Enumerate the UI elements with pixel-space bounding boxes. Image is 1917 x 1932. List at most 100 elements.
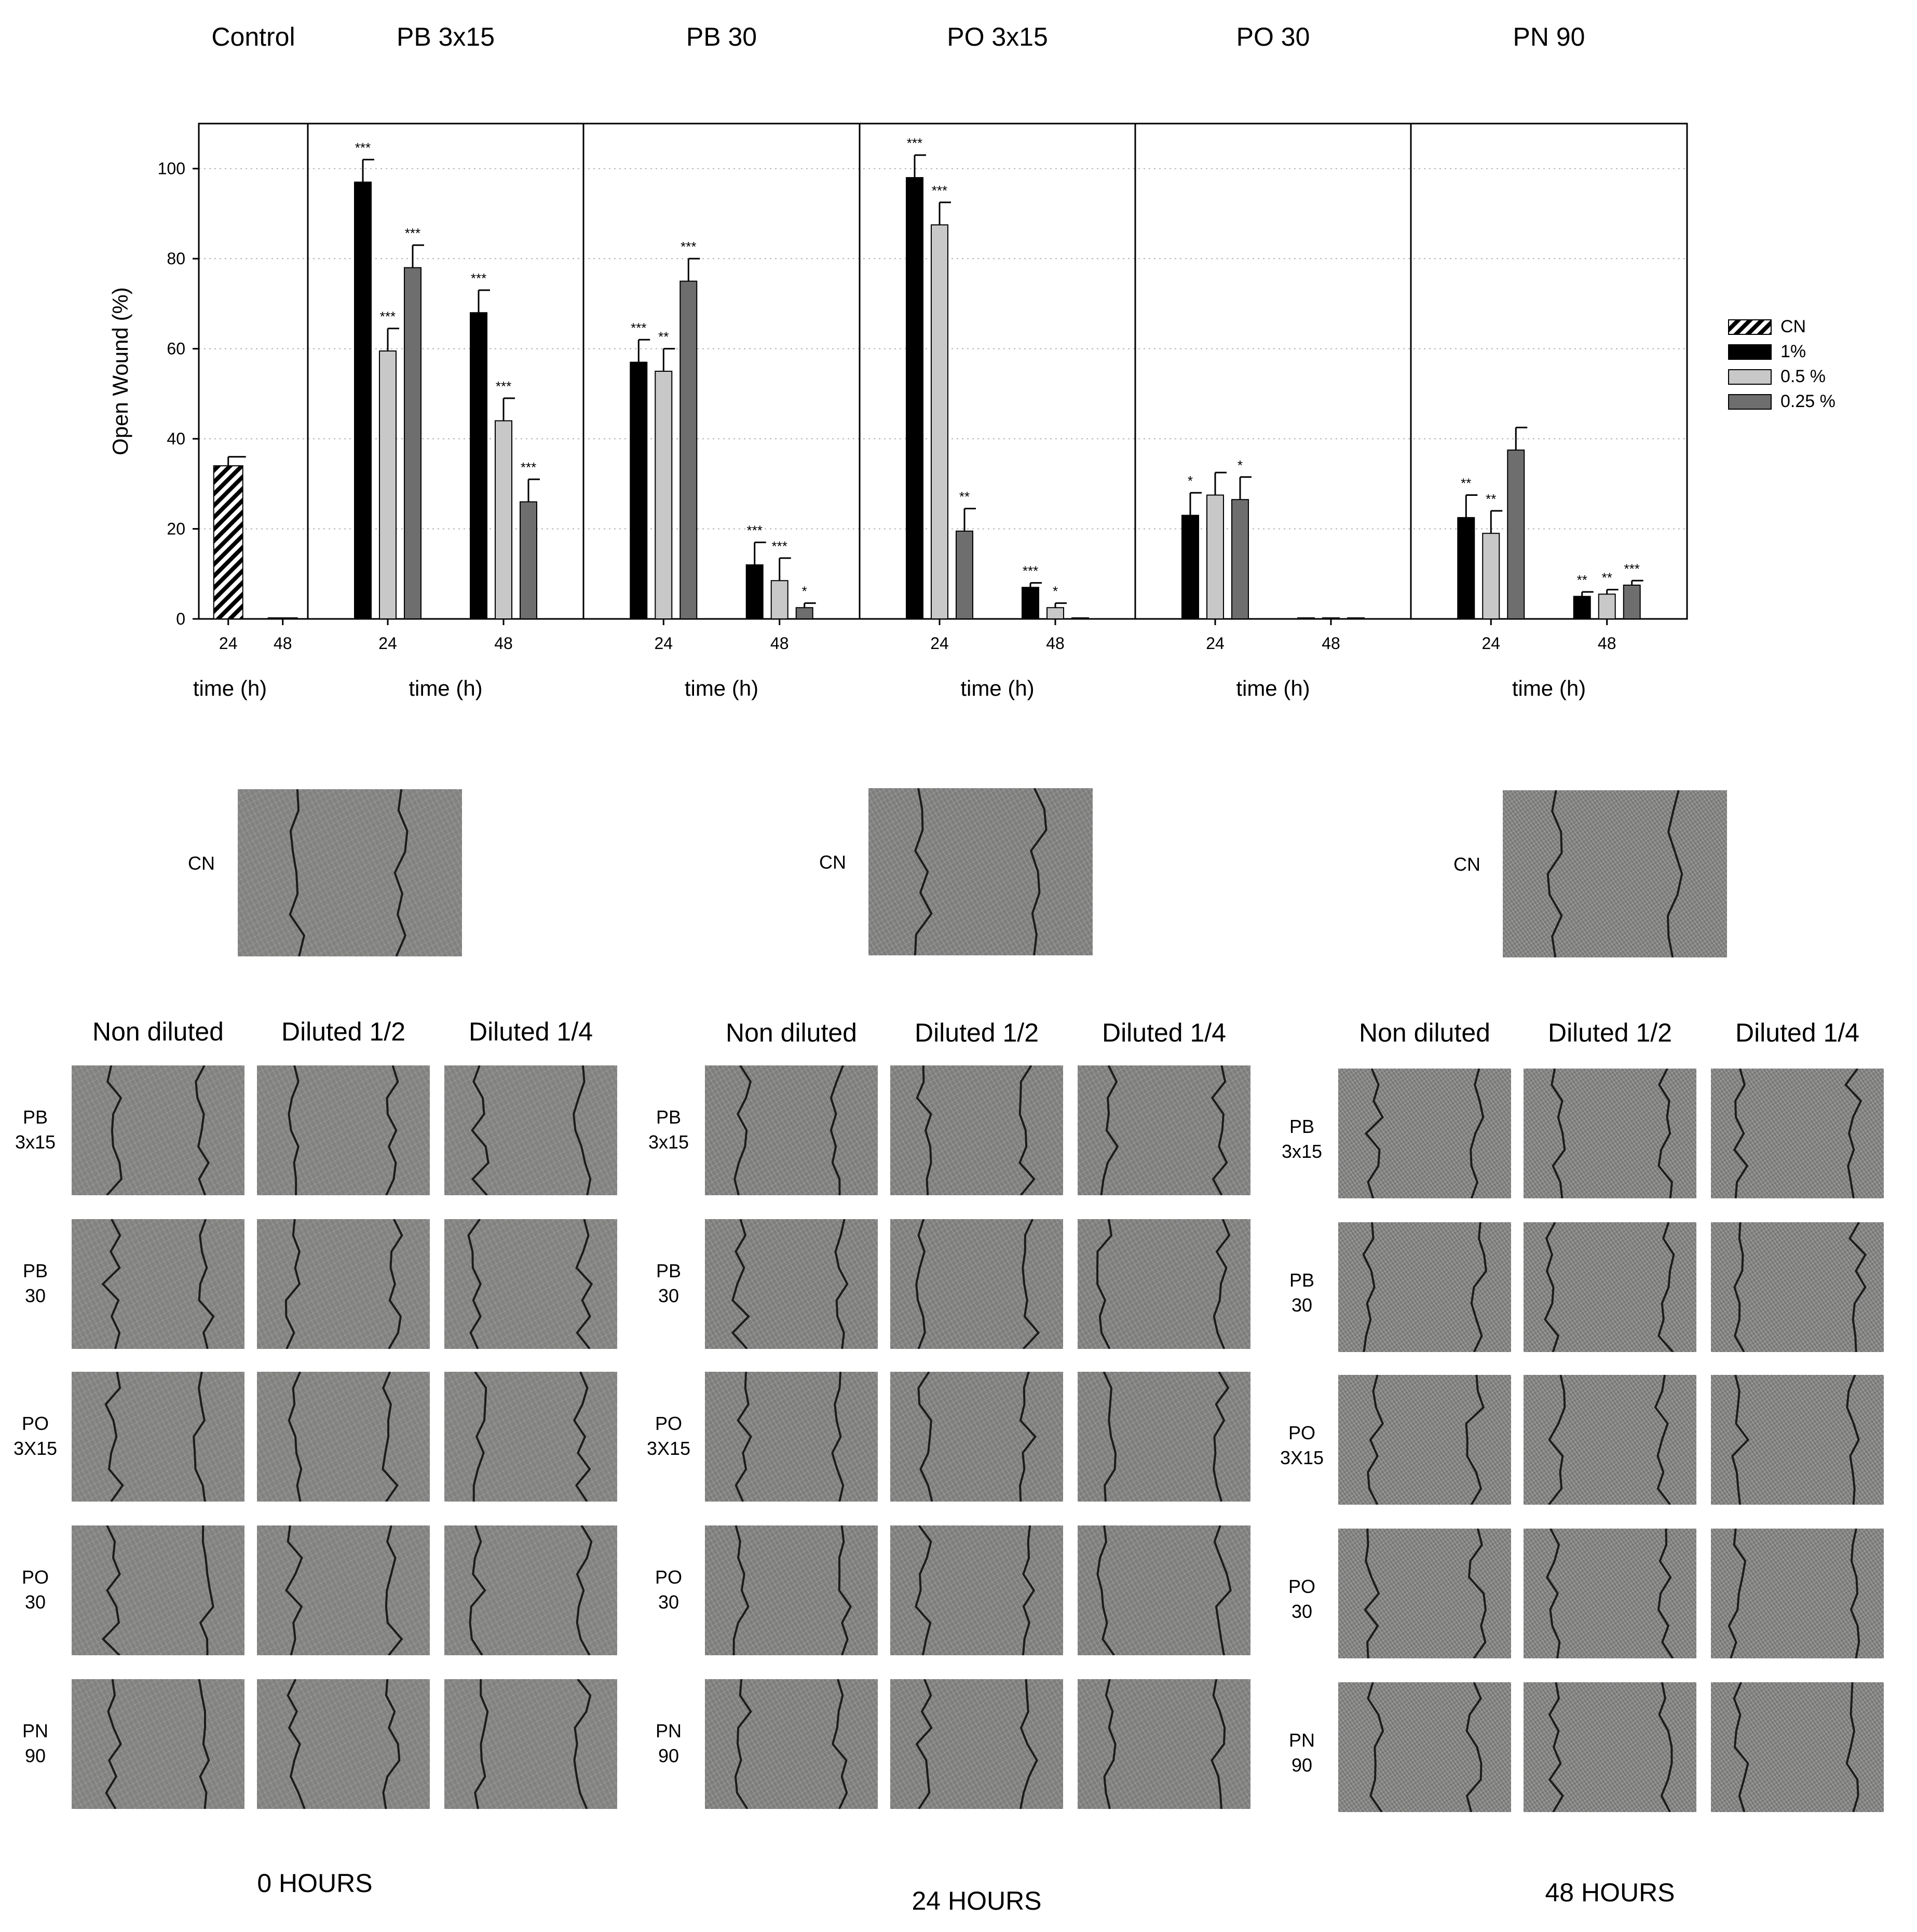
panel-title: PB 30 bbox=[686, 22, 757, 51]
wound-edge-lines bbox=[1733, 1069, 1862, 1198]
bar-05-24 bbox=[1482, 533, 1500, 619]
wound-edge-lines bbox=[914, 788, 1048, 955]
x-tick-label: 24 bbox=[1206, 634, 1225, 653]
x-tick-label: 48 bbox=[1322, 634, 1340, 653]
panel-title: PN 90 bbox=[1513, 22, 1585, 51]
wound-edge-lines bbox=[1731, 1375, 1860, 1505]
bar-025-48 bbox=[1623, 584, 1641, 620]
time-point-label: 48 HOURS bbox=[1545, 1878, 1675, 1907]
row-label: PO 30 bbox=[21, 1566, 49, 1613]
bar-025-48 bbox=[795, 607, 813, 620]
x-tick-label: 24 bbox=[378, 634, 397, 653]
wound-edge-lines bbox=[916, 1065, 1036, 1195]
wound-micrograph bbox=[72, 1065, 244, 1195]
y-axis-label: Open Wound (%) bbox=[108, 287, 132, 455]
significance-label: ** bbox=[959, 489, 970, 505]
wound-edge-lines bbox=[469, 1525, 593, 1655]
wound-micrograph bbox=[705, 1219, 878, 1349]
wound-edge-lines bbox=[1367, 1375, 1485, 1505]
wound-micrograph bbox=[444, 1065, 617, 1195]
bar-CN-24 bbox=[213, 465, 243, 619]
wound-micrograph bbox=[890, 1679, 1063, 1809]
wound-micrograph bbox=[705, 1065, 878, 1195]
column-header: Non diluted bbox=[726, 1018, 857, 1047]
cn-micrograph bbox=[868, 788, 1093, 955]
x-tick-label: 24 bbox=[654, 634, 673, 653]
legend-swatch bbox=[1728, 369, 1772, 385]
bar-05-24 bbox=[1206, 494, 1224, 619]
panel-title: PO 3x15 bbox=[947, 22, 1048, 51]
wound-micrograph bbox=[72, 1372, 244, 1502]
x-tick-label: 24 bbox=[219, 634, 238, 653]
wound-micrograph bbox=[1524, 1682, 1696, 1812]
panel-title: Control bbox=[211, 22, 295, 51]
bar-05-48 bbox=[770, 580, 788, 620]
y-tick-label: 20 bbox=[167, 520, 185, 538]
row-label: PB 3x15 bbox=[648, 1106, 689, 1153]
x-tick-label: 24 bbox=[930, 634, 949, 653]
wound-micrograph bbox=[1078, 1065, 1250, 1195]
panel-title: PO 30 bbox=[1236, 22, 1310, 51]
row-label: PB 3x15 bbox=[1281, 1116, 1323, 1162]
x-axis-label: time (h) bbox=[193, 676, 267, 700]
legend-swatch bbox=[1728, 344, 1772, 360]
column-header: Diluted 1/2 bbox=[281, 1017, 406, 1046]
bar-1-24 bbox=[1457, 517, 1475, 620]
significance-label: *** bbox=[521, 460, 536, 475]
x-tick-label: 48 bbox=[1598, 634, 1616, 653]
wound-edge-lines bbox=[1546, 1529, 1674, 1658]
wound-micrograph bbox=[1711, 1375, 1884, 1505]
column-header: Diluted 1/4 bbox=[1102, 1018, 1227, 1047]
bar-1-48 bbox=[1573, 596, 1591, 619]
y-tick-label: 0 bbox=[176, 610, 185, 628]
row-label: PN 90 bbox=[1288, 1730, 1315, 1776]
wound-micrograph bbox=[1711, 1069, 1884, 1198]
wound-edge-lines bbox=[474, 1679, 592, 1809]
wound-micrograph bbox=[444, 1679, 617, 1809]
significance-label: *** bbox=[496, 379, 511, 394]
wound-edge-lines bbox=[1103, 1679, 1226, 1809]
row-label: PO 3X15 bbox=[13, 1413, 58, 1459]
cn-control-label: CN bbox=[1453, 854, 1480, 875]
wound-edge-lines bbox=[284, 1525, 403, 1655]
wound-micrograph bbox=[705, 1372, 878, 1502]
x-tick-label: 48 bbox=[274, 634, 292, 653]
bar-05-24 bbox=[378, 350, 397, 619]
wound-edge-lines bbox=[288, 1065, 399, 1195]
bar-1-24 bbox=[905, 177, 923, 619]
wound-micrograph bbox=[1078, 1525, 1250, 1655]
wound-micrograph bbox=[890, 1065, 1063, 1195]
wound-edge-lines bbox=[915, 1219, 1040, 1349]
wound-micrograph bbox=[257, 1679, 430, 1809]
wound-edge-lines bbox=[1728, 1529, 1860, 1658]
wound-micrograph bbox=[1524, 1375, 1696, 1505]
bar-CN-48 bbox=[267, 617, 298, 619]
x-tick-label: 24 bbox=[1481, 634, 1500, 653]
wound-micrograph bbox=[1711, 1222, 1884, 1352]
significance-label: * bbox=[1188, 473, 1193, 489]
wound-edge-lines bbox=[732, 1525, 852, 1655]
row-label: PO 30 bbox=[1288, 1576, 1315, 1622]
wound-micrograph bbox=[705, 1679, 878, 1809]
wound-edge-lines bbox=[105, 1679, 210, 1809]
y-tick-label: 60 bbox=[167, 340, 185, 358]
legend-label: 0.5 % bbox=[1780, 367, 1826, 386]
bar-05-48 bbox=[1598, 593, 1616, 620]
legend-swatch bbox=[1728, 319, 1772, 335]
row-label: PB 30 bbox=[656, 1260, 682, 1306]
wound-edge-lines bbox=[915, 1679, 1038, 1809]
panel-title: PB 3x15 bbox=[397, 22, 495, 51]
significance-label: * bbox=[1053, 584, 1058, 599]
cn-control-label: CN bbox=[188, 853, 215, 874]
significance-label: ** bbox=[1461, 476, 1471, 491]
wound-edge-lines bbox=[284, 1219, 403, 1349]
column-header: Diluted 1/2 bbox=[1547, 1018, 1673, 1047]
bar-025-48 bbox=[1071, 617, 1090, 619]
wound-micrograph bbox=[1338, 1529, 1511, 1658]
wound-edge-lines bbox=[1548, 1682, 1673, 1812]
significance-label: ** bbox=[658, 329, 669, 345]
wound-edge-lines bbox=[1100, 1065, 1228, 1195]
legend-label: CN bbox=[1780, 317, 1806, 336]
wound-edge-lines bbox=[467, 1219, 593, 1349]
bar-025-24 bbox=[679, 280, 698, 619]
